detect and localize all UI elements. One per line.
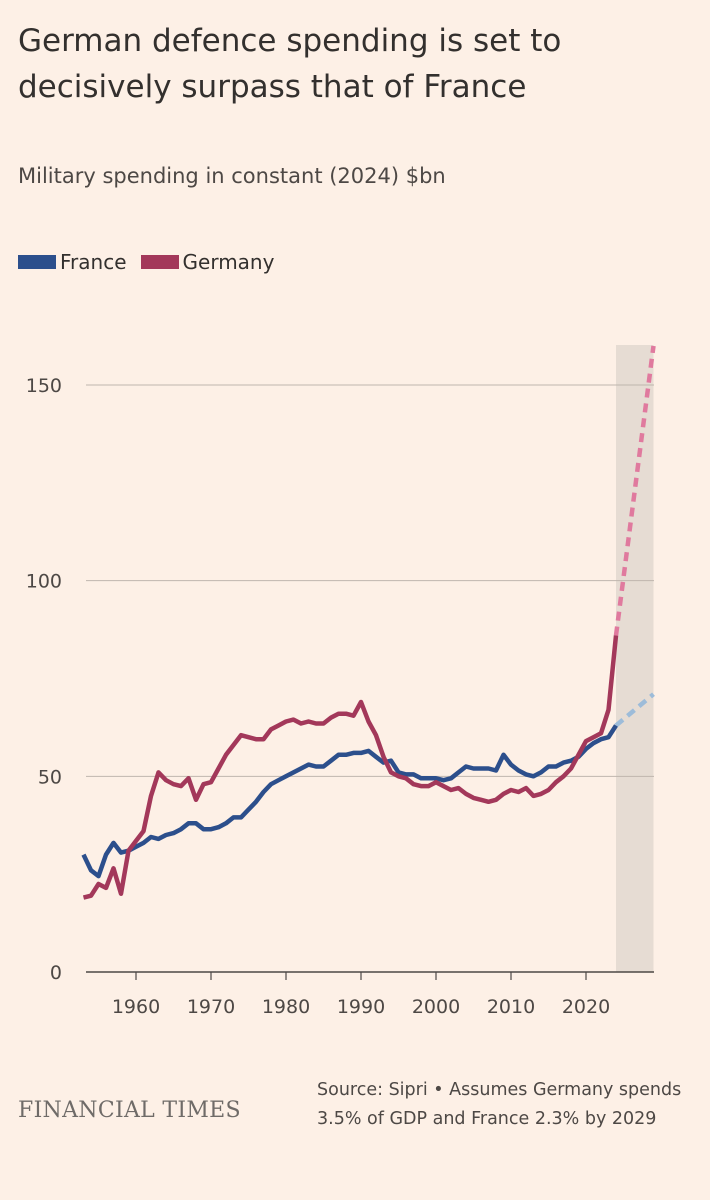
x-tick-label: 1990: [337, 996, 385, 1018]
line-chart: 0 50 100 150 1960 1970 1980 1990 2000 2010 2020: [26, 345, 656, 1018]
legend: France Germany: [18, 250, 288, 274]
ft-logo: FINANCIAL TIMES: [18, 1098, 241, 1123]
legend-item-france: France: [18, 250, 127, 274]
x-tick-label: 1960: [112, 996, 160, 1018]
source-note: Source: Sipri • Assumes Germany spends 3…: [317, 1080, 682, 1129]
series-line-france: [81, 724, 618, 879]
series-line-france-projection: [614, 692, 655, 728]
chart-title: German defence spending is set to decisi…: [18, 23, 562, 105]
x-tick-label: 1970: [187, 996, 235, 1018]
legend-item-germany: Germany: [140, 250, 275, 274]
series-line-germany-projection: [613, 345, 656, 636]
y-tick-label: 100: [26, 571, 62, 593]
legend-label-france: France: [60, 250, 127, 274]
series-line-germany: [82, 635, 619, 900]
legend-swatch-germany: [140, 255, 179, 269]
y-tick-label: 150: [26, 375, 62, 397]
y-tick-label: 0: [50, 962, 62, 984]
legend-label-germany: Germany: [182, 250, 275, 274]
x-tick-label: 2010: [487, 996, 535, 1018]
x-tick-label: 2000: [412, 996, 460, 1018]
y-tick-label: 50: [38, 766, 62, 788]
forecast-shaded-region: [616, 345, 654, 972]
x-tick-label: 1980: [262, 996, 310, 1018]
legend-swatch-france: [18, 255, 56, 269]
chart-subtitle: Military spending in constant (2024) $bn: [18, 164, 446, 188]
x-tick-label: 2020: [562, 996, 610, 1018]
